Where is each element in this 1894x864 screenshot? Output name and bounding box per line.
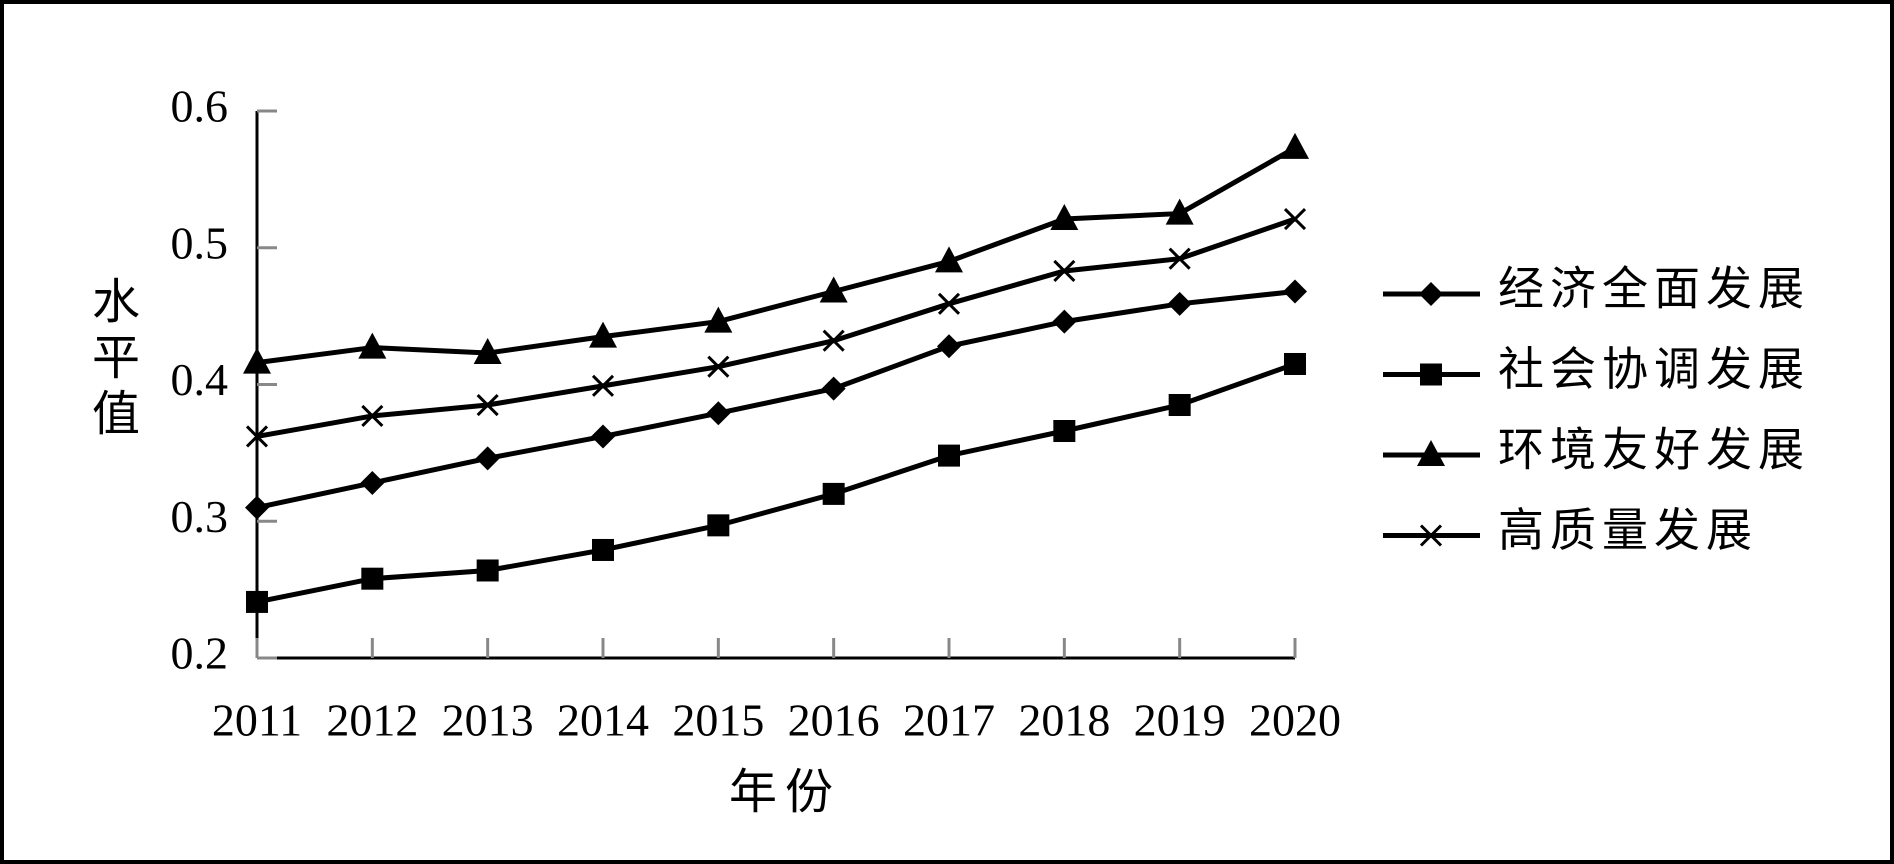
marker: [243, 347, 271, 374]
marker: [475, 446, 500, 471]
marker: [819, 276, 848, 303]
marker: [1284, 352, 1306, 375]
x-tick-label: 2020: [1249, 695, 1341, 746]
marker: [361, 404, 384, 428]
marker: [1167, 291, 1192, 316]
x-tick-label: 2013: [442, 695, 534, 746]
marker: [589, 321, 617, 348]
marker: [1053, 259, 1076, 283]
marker: [358, 332, 387, 359]
legend-marker: [1420, 363, 1442, 386]
marker: [360, 470, 385, 495]
x-tick-label: 2016: [788, 695, 880, 746]
marker: [1283, 207, 1307, 231]
series-line: [256, 289, 1296, 511]
marker: [361, 567, 384, 590]
marker: [1053, 419, 1076, 442]
y-tick-label: 0.4: [171, 354, 229, 405]
marker: [245, 425, 269, 448]
marker: [1050, 204, 1079, 231]
marker: [706, 401, 731, 426]
legend-label: 高质量发展: [1498, 505, 1758, 556]
y-tick-label: 0.6: [171, 81, 229, 132]
marker: [822, 329, 845, 352]
x-tick-label: 2018: [1018, 695, 1110, 746]
marker: [1052, 309, 1077, 334]
marker: [707, 355, 730, 378]
marker: [592, 538, 614, 561]
marker: [246, 590, 268, 613]
x-tick-label: 2019: [1134, 695, 1226, 746]
legend-label: 环境友好发展: [1498, 425, 1810, 476]
legend-marker: [1419, 282, 1443, 306]
marker: [937, 292, 961, 315]
legend-marker: [1419, 524, 1443, 547]
marker: [1168, 247, 1191, 270]
marker: [591, 424, 615, 449]
marker: [938, 444, 960, 467]
marker: [473, 338, 502, 365]
x-tick-label: 2014: [557, 695, 649, 746]
marker: [821, 376, 846, 401]
x-tick-label: 2017: [903, 695, 995, 746]
marker: [476, 559, 499, 582]
x-tick-label: 2015: [672, 695, 764, 746]
marker: [1165, 198, 1194, 225]
marker: [591, 374, 615, 397]
x-tick-label: 2011: [212, 695, 302, 746]
marker: [707, 514, 730, 537]
marker: [1168, 394, 1191, 417]
legend-label: 经济全面发展: [1498, 264, 1810, 315]
y-tick-label: 0.2: [171, 628, 229, 679]
marker: [822, 482, 845, 505]
marker: [935, 246, 963, 273]
marker: [1283, 279, 1307, 304]
marker: [937, 334, 961, 359]
y-tick-label: 0.3: [171, 491, 229, 542]
marker: [245, 495, 269, 520]
marker: [476, 393, 499, 417]
x-axis-title: 年份: [729, 766, 841, 819]
legend-label: 社会协调发展: [1498, 344, 1810, 395]
legend-marker: [1417, 440, 1445, 466]
y-tick-label: 0.5: [171, 217, 229, 268]
series-line: [256, 145, 1297, 366]
series-line: [256, 216, 1296, 439]
x-tick-label: 2012: [326, 695, 418, 746]
y-axis-title: 水平值: [84, 276, 139, 444]
series-line: [256, 361, 1296, 605]
marker: [704, 306, 733, 333]
marker: [1281, 132, 1309, 159]
